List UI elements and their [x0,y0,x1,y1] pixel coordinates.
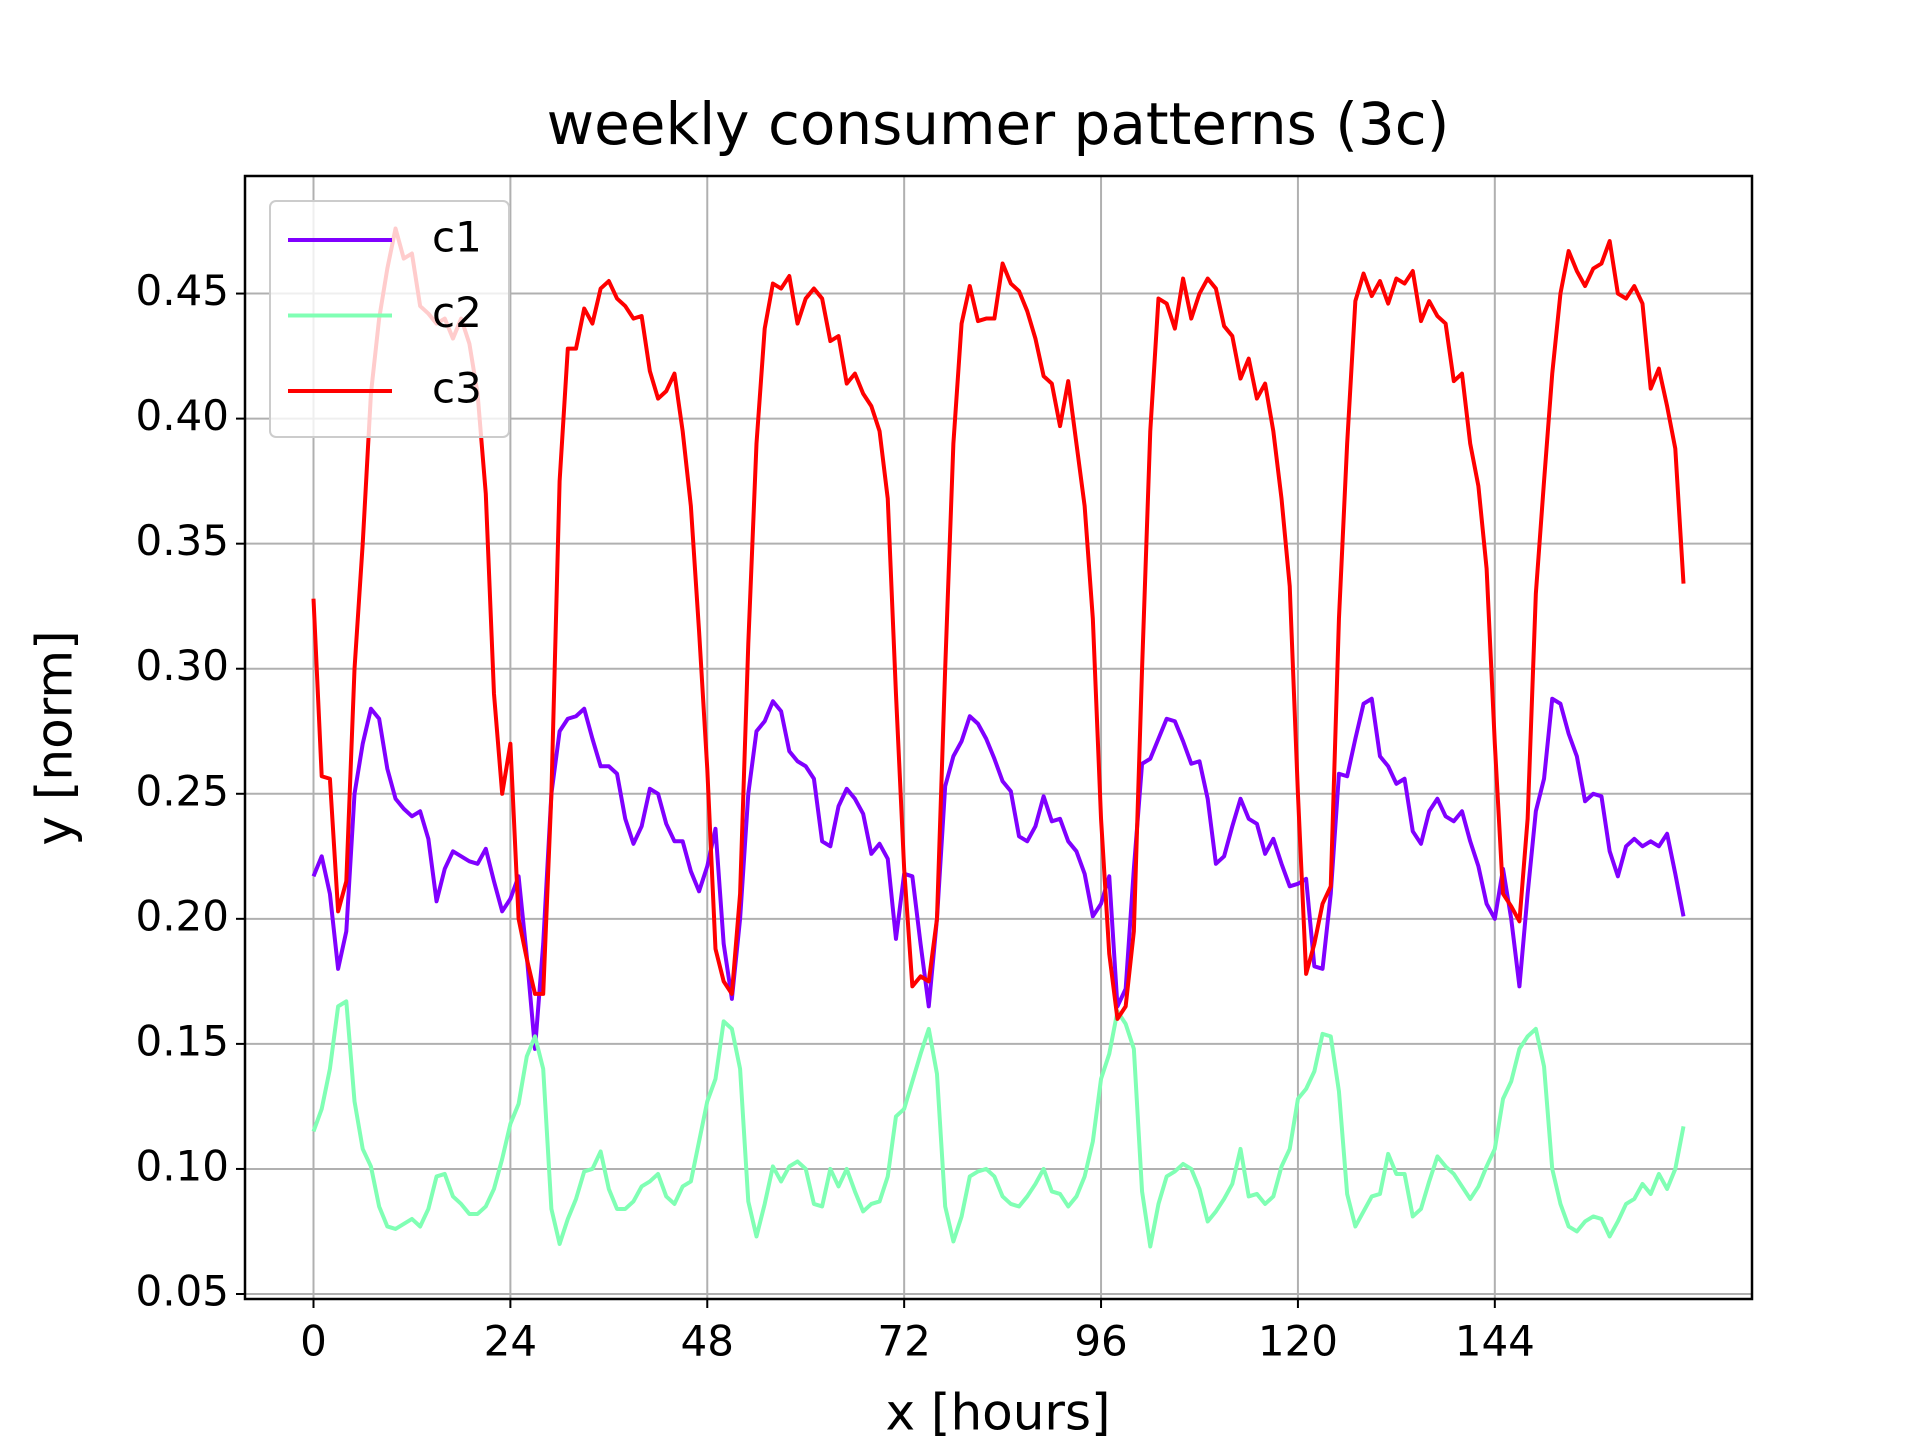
x-tick-label: 144 [1455,1317,1535,1366]
x-tick-label: 48 [681,1317,734,1366]
legend-label: c3 [432,364,482,413]
y-tick-label: 0.20 [135,891,229,940]
y-tick-label: 0.15 [135,1016,229,1065]
legend-box [269,200,510,438]
chart-title: weekly consumer patterns (3c) [547,90,1450,158]
x-tick-label: 96 [1074,1317,1127,1366]
y-axis-label: y [norm] [26,630,84,845]
x-tick-label: 72 [877,1317,930,1366]
y-tick-label: 0.10 [135,1141,229,1190]
y-tick-label: 0.40 [135,391,229,440]
y-tick-label: 0.35 [135,516,229,565]
legend-label: c2 [432,288,482,337]
y-tick-label: 0.45 [135,266,229,315]
y-tick-label: 0.05 [135,1266,229,1315]
x-axis-label: x [hours] [885,1384,1110,1440]
series-line [311,696,1686,1051]
x-tick-label: 24 [484,1317,537,1366]
x-tick-label: 0 [300,1317,327,1366]
y-tick-label: 0.25 [135,766,229,815]
series-line [311,999,1686,1249]
plot-frame [243,174,1754,1301]
x-tick-label: 120 [1258,1317,1338,1366]
series-line [311,226,1686,1021]
y-tick-label: 0.30 [135,641,229,690]
legend-label: c1 [432,213,482,262]
